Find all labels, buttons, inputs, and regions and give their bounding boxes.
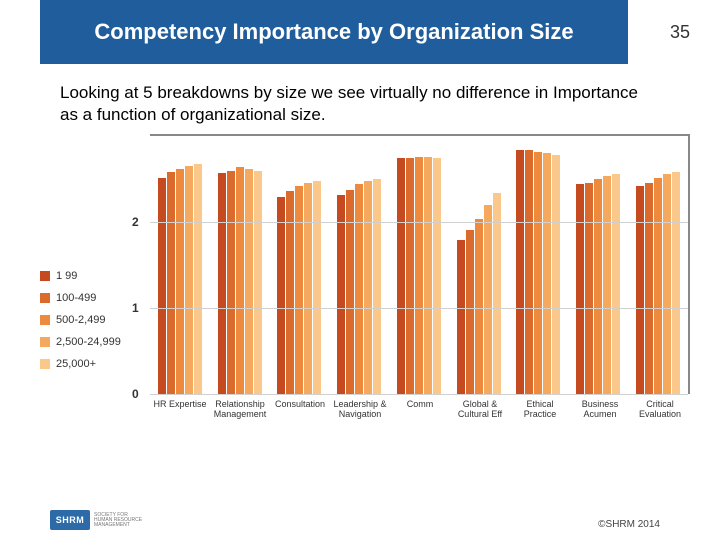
bar: [313, 181, 321, 394]
bar-group: [337, 179, 381, 394]
slide-header: Competency Importance by Organization Si…: [0, 0, 720, 64]
gridline: [150, 222, 688, 223]
bar: [176, 169, 184, 394]
x-axis-label: Global & Cultural Eff: [453, 400, 508, 420]
bar: [516, 150, 524, 394]
bar: [654, 178, 662, 395]
bar: [277, 197, 285, 395]
bar: [295, 186, 303, 394]
x-axis-label: Leadership & Navigation: [333, 400, 388, 420]
plot-area: 012: [150, 134, 690, 394]
legend-swatch: [40, 293, 50, 303]
bar: [158, 178, 166, 395]
chart-row: 1 99100-499500-2,4992,500-24,99925,000+ …: [40, 134, 690, 420]
bar: [355, 184, 363, 394]
bar: [612, 174, 620, 394]
x-axis-label: Business Acumen: [573, 400, 628, 420]
bar: [636, 186, 644, 394]
bar: [194, 164, 202, 395]
bar: [493, 193, 501, 394]
gridline: [150, 394, 688, 395]
y-tick-label: 2: [132, 215, 139, 229]
bar: [433, 158, 441, 394]
legend-item: 1 99: [40, 270, 150, 282]
gridline: [150, 308, 688, 309]
bar: [167, 172, 175, 394]
bar: [672, 172, 680, 394]
legend-swatch: [40, 359, 50, 369]
logo-text: SOCIETY FOR HUMAN RESOURCE MANAGEMENT: [94, 513, 144, 528]
bar: [218, 173, 226, 394]
bar: [585, 183, 593, 394]
bar-group: [397, 157, 441, 394]
x-axis-label: Relationship Management: [213, 400, 268, 420]
x-axis-label: Consultation: [273, 400, 328, 420]
bar: [236, 167, 244, 394]
legend-swatch: [40, 271, 50, 281]
bar: [424, 157, 432, 394]
slide-title: Competency Importance by Organization Si…: [40, 0, 628, 64]
legend-item: 500-2,499: [40, 314, 150, 326]
legend-label: 100-499: [56, 292, 96, 304]
bar-group: [218, 167, 262, 394]
bar: [466, 230, 474, 395]
shrm-logo: SHRM SOCIETY FOR HUMAN RESOURCE MANAGEME…: [50, 510, 144, 530]
bar-group: [277, 181, 321, 394]
bar: [552, 155, 560, 394]
bar: [576, 184, 584, 394]
logo-mark: SHRM: [50, 510, 90, 530]
bar-groups: [150, 136, 688, 394]
legend-swatch: [40, 337, 50, 347]
legend-swatch: [40, 315, 50, 325]
legend-item: 25,000+: [40, 358, 150, 370]
bar: [663, 174, 671, 394]
legend-label: 1 99: [56, 270, 77, 282]
bar-group: [636, 172, 680, 394]
bar: [227, 171, 235, 395]
bar-group: [158, 164, 202, 395]
bar-group: [516, 150, 560, 394]
bar: [543, 153, 551, 394]
bar: [594, 179, 602, 394]
x-axis-label: Ethical Practice: [513, 400, 568, 420]
legend-item: 2,500-24,999: [40, 336, 150, 348]
bar: [337, 195, 345, 394]
legend-label: 25,000+: [56, 358, 96, 370]
slide-footer: SHRM SOCIETY FOR HUMAN RESOURCE MANAGEME…: [0, 510, 720, 530]
bar: [254, 171, 262, 395]
bar: [346, 190, 354, 395]
x-axis-label: Comm: [393, 400, 448, 420]
slide-number: 35: [640, 0, 720, 64]
bar-group: [576, 174, 620, 394]
bar: [534, 152, 542, 395]
copyright-text: ©SHRM 2014: [598, 519, 660, 530]
x-axis-label: HR Expertise: [153, 400, 208, 420]
bar: [304, 183, 312, 394]
bar: [397, 158, 405, 394]
x-axis-label: Critical Evaluation: [633, 400, 688, 420]
bar: [525, 150, 533, 394]
legend-label: 2,500-24,999: [56, 336, 121, 348]
bar: [373, 179, 381, 394]
subtitle-text: Looking at 5 breakdowns by size we see v…: [60, 82, 660, 126]
chart-container: 012 HR ExpertiseRelationship ManagementC…: [150, 134, 690, 420]
x-axis-labels: HR ExpertiseRelationship ManagementConsu…: [150, 400, 690, 420]
bar: [415, 157, 423, 394]
bar: [603, 176, 611, 394]
bar: [364, 181, 372, 394]
bar: [406, 158, 414, 394]
bar: [475, 219, 483, 394]
bar: [645, 183, 653, 394]
y-tick-label: 0: [132, 387, 139, 401]
bar: [457, 240, 465, 394]
bar: [185, 166, 193, 394]
bar: [484, 205, 492, 394]
bar: [245, 169, 253, 394]
bar-group: [457, 193, 501, 394]
legend-label: 500-2,499: [56, 314, 106, 326]
y-tick-label: 1: [132, 301, 139, 315]
